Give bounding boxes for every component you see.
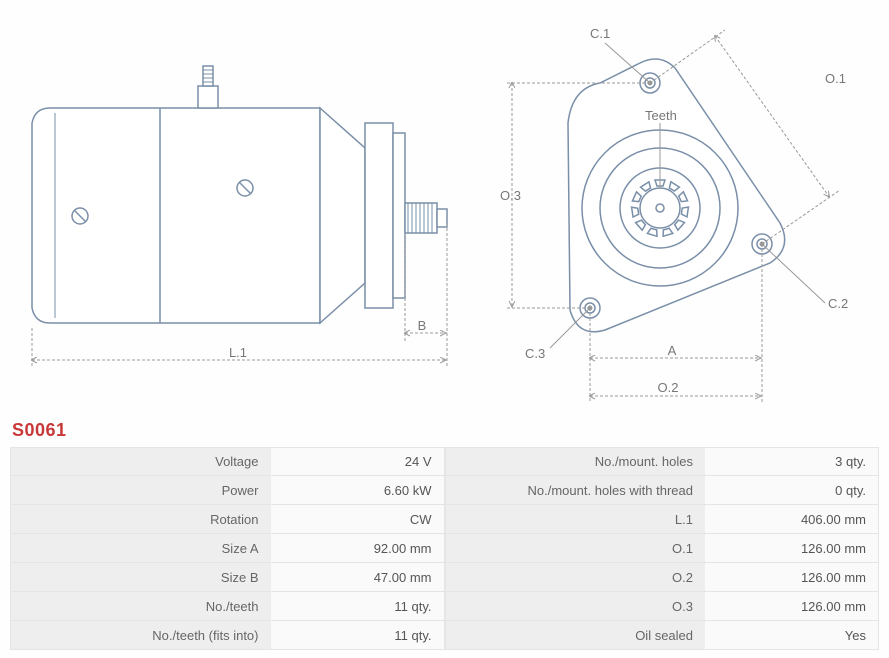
dim-a: A bbox=[668, 343, 677, 358]
technical-drawings: B L.1 bbox=[10, 8, 879, 408]
table-row: O.1126.00 mm bbox=[445, 534, 880, 563]
spec-value: 11 qty. bbox=[271, 592, 444, 620]
table-row: No./teeth11 qty. bbox=[10, 592, 445, 621]
label-c3: C.3 bbox=[525, 346, 545, 361]
spec-label: Rotation bbox=[11, 505, 271, 533]
table-row: O.2126.00 mm bbox=[445, 563, 880, 592]
part-number: S0061 bbox=[12, 420, 879, 441]
table-row: No./teeth (fits into)11 qty. bbox=[10, 621, 445, 650]
dim-b-label: B bbox=[418, 318, 427, 333]
spec-label: No./mount. holes with thread bbox=[446, 476, 706, 504]
front-view-diagram: C.1 C.2 C.3 Teeth O.1 O.2 bbox=[490, 8, 880, 408]
spec-label: Size B bbox=[11, 563, 271, 591]
table-row: Size B47.00 mm bbox=[10, 563, 445, 592]
table-row: No./mount. holes3 qty. bbox=[445, 447, 880, 476]
spec-value: 0 qty. bbox=[705, 476, 878, 504]
table-row: RotationCW bbox=[10, 505, 445, 534]
spec-label: O.1 bbox=[446, 534, 706, 562]
spec-label: L.1 bbox=[446, 505, 706, 533]
side-view-diagram: B L.1 bbox=[20, 8, 460, 408]
spec-value: 6.60 kW bbox=[271, 476, 444, 504]
spec-label: No./teeth bbox=[11, 592, 271, 620]
spec-col-left: Voltage24 VPower6.60 kWRotationCWSize A9… bbox=[10, 447, 445, 650]
table-row: Power6.60 kW bbox=[10, 476, 445, 505]
spec-label: Voltage bbox=[11, 448, 271, 475]
label-teeth: Teeth bbox=[645, 108, 677, 123]
dim-o3: O.3 bbox=[500, 188, 521, 203]
label-c2: C.2 bbox=[828, 296, 848, 311]
table-row: L.1406.00 mm bbox=[445, 505, 880, 534]
dim-o2: O.2 bbox=[658, 380, 679, 395]
spec-label: Oil sealed bbox=[446, 621, 706, 649]
spec-label: O.2 bbox=[446, 563, 706, 591]
spec-value: Yes bbox=[705, 621, 878, 649]
spec-value: 126.00 mm bbox=[705, 563, 878, 591]
label-c1: C.1 bbox=[590, 26, 610, 41]
dim-l1-label: L.1 bbox=[229, 345, 247, 360]
table-row: Voltage24 V bbox=[10, 447, 445, 476]
spec-value: 24 V bbox=[271, 448, 444, 475]
spec-value: 47.00 mm bbox=[271, 563, 444, 591]
table-row: O.3126.00 mm bbox=[445, 592, 880, 621]
spec-label: No./teeth (fits into) bbox=[11, 621, 271, 649]
spec-table: Voltage24 VPower6.60 kWRotationCWSize A9… bbox=[10, 447, 879, 650]
spec-value: 11 qty. bbox=[271, 621, 444, 649]
spec-label: O.3 bbox=[446, 592, 706, 620]
table-row: Size A92.00 mm bbox=[10, 534, 445, 563]
spec-value: CW bbox=[271, 505, 444, 533]
table-row: Oil sealedYes bbox=[445, 621, 880, 650]
spec-value: 3 qty. bbox=[705, 448, 878, 475]
spec-value: 92.00 mm bbox=[271, 534, 444, 562]
spec-value: 126.00 mm bbox=[705, 592, 878, 620]
spec-label: Size A bbox=[11, 534, 271, 562]
spec-col-right: No./mount. holes3 qty.No./mount. holes w… bbox=[445, 447, 880, 650]
spec-value: 406.00 mm bbox=[705, 505, 878, 533]
spec-label: Power bbox=[11, 476, 271, 504]
spec-value: 126.00 mm bbox=[705, 534, 878, 562]
spec-label: No./mount. holes bbox=[446, 448, 706, 475]
dim-o1: O.1 bbox=[825, 71, 846, 86]
table-row: No./mount. holes with thread0 qty. bbox=[445, 476, 880, 505]
